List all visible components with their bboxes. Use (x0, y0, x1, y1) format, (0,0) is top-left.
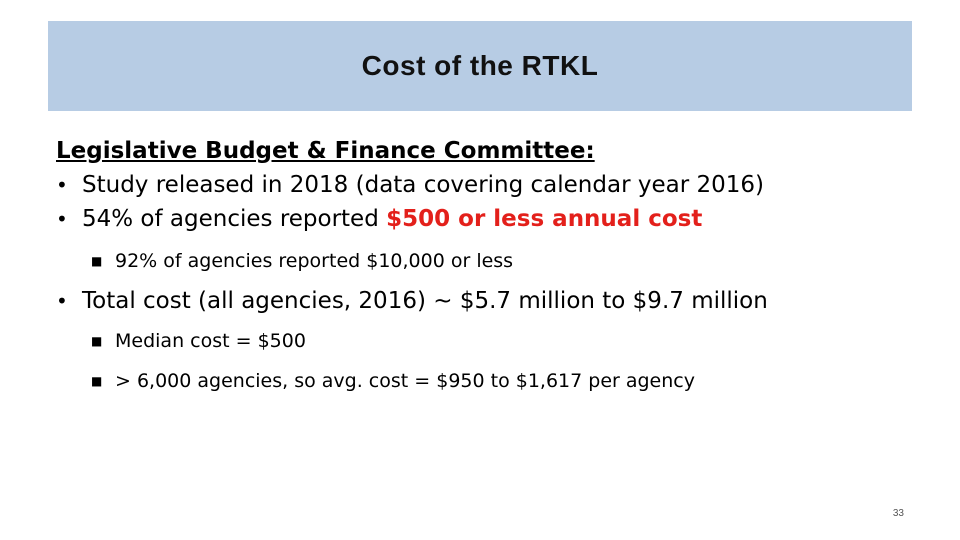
bullet-text: 54% of agencies reported (82, 206, 387, 232)
sub-bullet-text: 92% of agencies reported $10,000 or less (115, 250, 514, 272)
bullet-item: • 54% of agencies reported $500 or less … (56, 202, 916, 236)
bullet-text: Study released in 2018 (data covering ca… (82, 172, 764, 198)
highlighted-text: $500 or less annual cost (386, 206, 703, 232)
bullet-text: Total cost (all agencies, 2016) ~ $5.7 m… (82, 288, 768, 314)
round-bullet-icon: • (56, 207, 68, 231)
square-bullet-icon: ■ (91, 374, 103, 388)
round-bullet-icon: • (56, 289, 68, 313)
round-bullet-icon: • (56, 173, 68, 197)
section-heading: Legislative Budget & Finance Committee: (56, 138, 595, 164)
page-number: 33 (892, 508, 904, 519)
bullet-item: • Study released in 2018 (data covering … (56, 168, 916, 202)
square-bullet-icon: ■ (91, 334, 103, 348)
square-bullet-icon: ■ (91, 254, 103, 268)
sub-bullet-text: Median cost = $500 (115, 330, 306, 352)
title-band: Cost of the RTKL (48, 21, 912, 111)
slide-content: Legislative Budget & Finance Committee: … (56, 134, 916, 396)
sub-bullet-item: ■ > 6,000 agencies, so avg. cost = $950 … (56, 366, 916, 396)
sub-bullet-text: > 6,000 agencies, so avg. cost = $950 to… (115, 370, 695, 392)
sub-bullet-item: ■ 92% of agencies reported $10,000 or le… (56, 246, 916, 276)
sub-bullet-item: ■ Median cost = $500 (56, 326, 916, 356)
slide-title: Cost of the RTKL (361, 50, 599, 81)
bullet-item: • Total cost (all agencies, 2016) ~ $5.7… (56, 284, 916, 318)
